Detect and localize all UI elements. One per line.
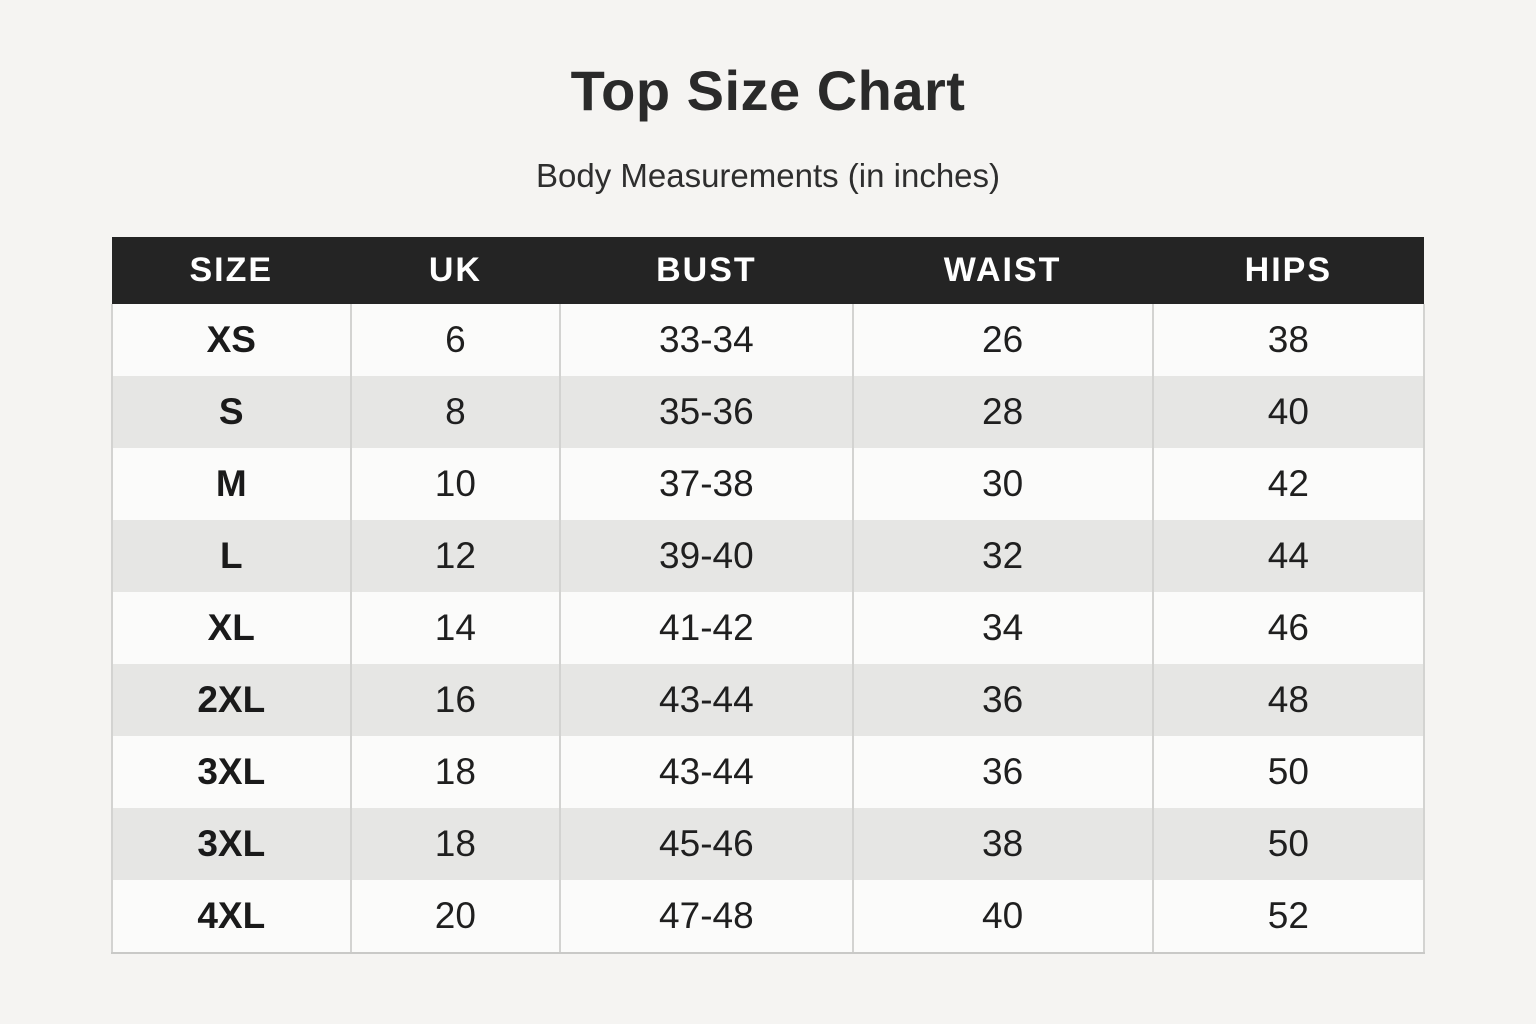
table-row: 3XL 18 43-44 36 50 bbox=[111, 736, 1426, 808]
size-label-cell: 3XL bbox=[111, 808, 351, 880]
table-cell: 8 bbox=[349, 376, 561, 448]
table-cell: 47-48 bbox=[559, 880, 853, 954]
table-cell: 18 bbox=[349, 808, 561, 880]
column-header-uk: UK bbox=[350, 237, 561, 304]
table-row: XS 6 33-34 26 38 bbox=[111, 304, 1426, 376]
table-cell: 34 bbox=[851, 592, 1153, 664]
table-cell: 52 bbox=[1151, 880, 1426, 954]
table-cell: 50 bbox=[1151, 736, 1426, 808]
column-header-size: SIZE bbox=[112, 237, 351, 304]
table-cell: 32 bbox=[851, 520, 1153, 592]
table-row: S 8 35-36 28 40 bbox=[111, 376, 1426, 448]
size-label-cell: XS bbox=[111, 304, 351, 376]
table-cell: 37-38 bbox=[559, 448, 853, 520]
size-label-cell: XL bbox=[111, 592, 351, 664]
table-cell: 38 bbox=[851, 808, 1153, 880]
table-row: 2XL 16 43-44 36 48 bbox=[111, 664, 1426, 736]
table-row: XL 14 41-42 34 46 bbox=[111, 592, 1426, 664]
table-cell: 20 bbox=[349, 880, 561, 954]
page-title: Top Size Chart bbox=[570, 59, 966, 122]
size-label-cell: 2XL bbox=[111, 664, 351, 736]
column-header-waist: WAIST bbox=[852, 237, 1153, 304]
table-cell: 16 bbox=[349, 664, 561, 736]
column-header-hips: HIPS bbox=[1152, 237, 1424, 304]
table-cell: 50 bbox=[1151, 808, 1426, 880]
table-cell: 18 bbox=[349, 736, 561, 808]
size-label-cell: 3XL bbox=[111, 736, 351, 808]
table-cell: 43-44 bbox=[559, 736, 853, 808]
table-cell: 45-46 bbox=[559, 808, 853, 880]
table-cell: 44 bbox=[1151, 520, 1426, 592]
table-cell: 14 bbox=[349, 592, 561, 664]
table-row: L 12 39-40 32 44 bbox=[111, 520, 1426, 592]
table-cell: 30 bbox=[851, 448, 1153, 520]
table-cell: 6 bbox=[349, 304, 561, 376]
size-label-cell: L bbox=[111, 520, 351, 592]
table-row: 3XL 18 45-46 38 50 bbox=[111, 808, 1426, 880]
size-chart-table: SIZE UK BUST WAIST HIPS XS 6 33-34 26 38 S 8 35-36 2… bbox=[111, 237, 1426, 954]
table-header-row: SIZE UK BUST WAIST HIPS bbox=[112, 237, 1424, 304]
table-cell: 41-42 bbox=[559, 592, 853, 664]
table-cell: 46 bbox=[1151, 592, 1426, 664]
table-cell: 10 bbox=[349, 448, 561, 520]
column-header-bust: BUST bbox=[560, 237, 853, 304]
size-label-cell: S bbox=[111, 376, 351, 448]
page-subtitle: Body Measurements (in inches) bbox=[535, 157, 1001, 194]
table-cell: 40 bbox=[1151, 376, 1426, 448]
table-cell: 28 bbox=[851, 376, 1153, 448]
table-cell: 36 bbox=[851, 736, 1153, 808]
table-body: XS 6 33-34 26 38 S 8 35-36 28 40 M 10 37-38 30 42 L 12 39… bbox=[111, 304, 1426, 954]
table-row: 4XL 20 47-48 40 52 bbox=[111, 880, 1426, 954]
table-cell: 48 bbox=[1151, 664, 1426, 736]
size-label-cell: 4XL bbox=[111, 880, 351, 954]
table-cell: 26 bbox=[851, 304, 1153, 376]
table-cell: 42 bbox=[1151, 448, 1426, 520]
table-cell: 36 bbox=[851, 664, 1153, 736]
table-cell: 40 bbox=[851, 880, 1153, 954]
table-cell: 43-44 bbox=[559, 664, 853, 736]
table-cell: 39-40 bbox=[559, 520, 853, 592]
table-cell: 35-36 bbox=[559, 376, 853, 448]
table-cell: 12 bbox=[349, 520, 561, 592]
table-row: M 10 37-38 30 42 bbox=[111, 448, 1426, 520]
table-cell: 38 bbox=[1151, 304, 1426, 376]
size-label-cell: M bbox=[111, 448, 351, 520]
table-header-row: SIZE UK BUST WAIST HIPS bbox=[112, 237, 1424, 304]
table-cell: 33-34 bbox=[559, 304, 853, 376]
